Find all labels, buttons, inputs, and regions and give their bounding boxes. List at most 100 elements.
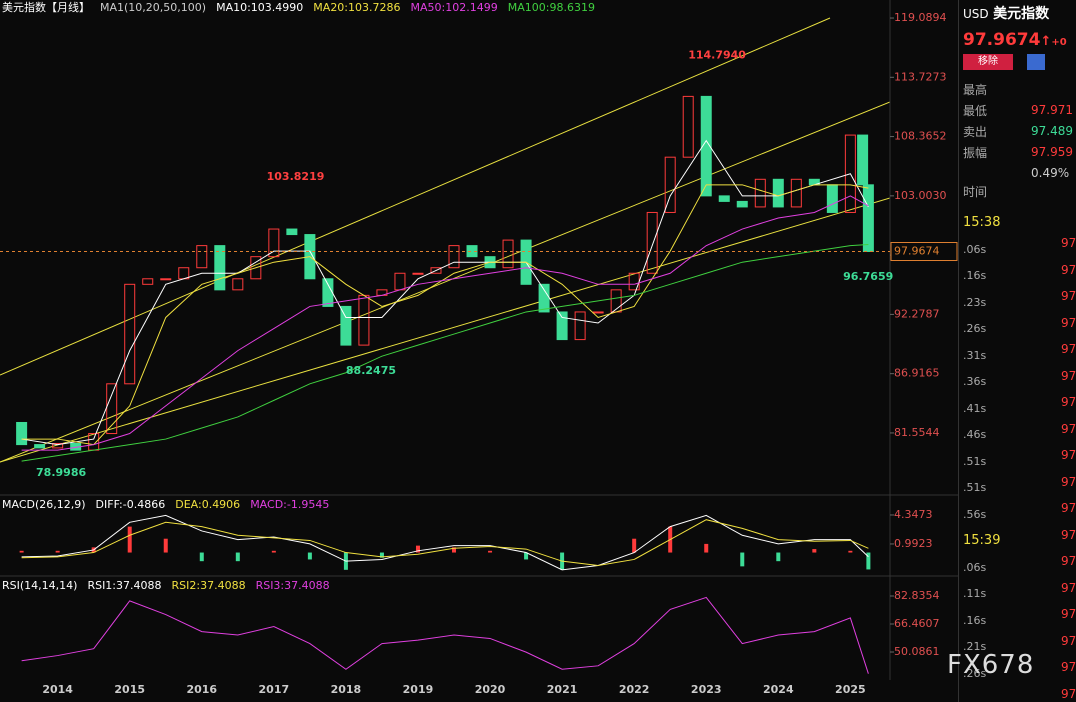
- candle: [322, 278, 334, 307]
- trade-row: .11s 97: [963, 583, 1076, 621]
- chart: 119.0894113.7273108.3652103.003097.64099…: [0, 0, 958, 696]
- trade-time: .41s: [963, 401, 987, 415]
- macd-bar: [488, 550, 493, 553]
- candle: [34, 444, 46, 449]
- ma-line: [21, 139, 869, 446]
- trade-time: .21s: [963, 640, 987, 653]
- candle: [502, 239, 514, 269]
- x-tick-label: 2023: [691, 683, 722, 696]
- candle: [52, 442, 64, 449]
- legend-item: MA20:103.7286: [313, 1, 400, 14]
- y-tick-label: 108.3652: [894, 130, 947, 143]
- macd-bar: [163, 538, 168, 553]
- change: +0: [1051, 37, 1067, 48]
- trade-row: .06s 97: [963, 557, 1076, 595]
- trade-price: 97: [1061, 633, 1076, 648]
- y-tick-label: 82.8354: [894, 589, 940, 602]
- macd-bar: [199, 552, 204, 562]
- quote-panel: USD 美元指数 97.9674↑+0 移除 最高 97.971 最低 97.489 卖…: [947, 0, 1076, 702]
- x-tick-label: 2015: [114, 683, 145, 696]
- candle: [857, 134, 869, 186]
- alert-button[interactable]: [1027, 54, 1045, 70]
- candle: [538, 283, 550, 313]
- stat-label: 振幅: [963, 146, 988, 160]
- trade-row: .51s 97: [963, 451, 1076, 489]
- trade-price: 97: [1061, 262, 1076, 277]
- legend-item: DIFF:-0.4866: [96, 498, 166, 511]
- y-tick-label: 66.4607: [894, 617, 940, 630]
- trade-price: 97: [1061, 315, 1076, 330]
- x-tick-label: 2025: [835, 683, 866, 696]
- macd-bar: [866, 552, 871, 570]
- trade-row: .16s 97: [963, 610, 1076, 648]
- y-tick-label: 0.9923: [894, 537, 933, 550]
- x-tick-label: 2024: [763, 683, 794, 696]
- trade-time: .51s: [963, 481, 987, 494]
- quote-header: USD 美元指数: [963, 4, 1076, 24]
- candle: [142, 278, 154, 285]
- trade-price: 97: [1061, 448, 1076, 462]
- candle: [286, 228, 298, 236]
- trade-time: .16s: [963, 269, 987, 282]
- macd-bar: [776, 552, 781, 562]
- trade-price: 97: [1061, 342, 1076, 356]
- y-tick-label: 86.9165: [894, 367, 940, 380]
- legend-item: RSI3:37.4088: [256, 579, 330, 592]
- y-tick-label: 92.2787: [894, 307, 940, 320]
- candle: [556, 311, 568, 341]
- trade-row: .16s 97: [963, 265, 1076, 303]
- trade-row: .46s 97: [963, 424, 1076, 462]
- stat-value: 97.489: [1031, 124, 1073, 138]
- trade-time: .51s: [963, 454, 987, 468]
- candle: [214, 245, 226, 291]
- trade-price: 97: [1061, 554, 1076, 568]
- legend-item: MACD(26,12,9): [2, 498, 86, 511]
- macd-bar: [55, 550, 60, 553]
- candle: [826, 184, 838, 213]
- macd-bar: [452, 547, 457, 553]
- candle: [16, 421, 28, 446]
- legend-item: MA1(10,20,50,100): [100, 1, 206, 14]
- button-label: 移除: [978, 56, 998, 67]
- stat-label: 最高: [963, 83, 988, 97]
- trade-time: 15:38: [963, 215, 1001, 230]
- ma-line: [21, 195, 869, 451]
- candle: [178, 267, 190, 280]
- macd-bar: [632, 538, 637, 553]
- candle: [196, 245, 208, 269]
- candle: [700, 95, 712, 197]
- x-tick-label: 2021: [547, 683, 578, 696]
- trade-price: 97: [1061, 660, 1076, 674]
- legend-item: MACD:-1.9545: [250, 498, 329, 511]
- legend-item: MA100:98.6319: [508, 1, 595, 14]
- candle: [592, 311, 604, 314]
- x-tick-label: 2017: [259, 683, 290, 696]
- trade-row: 15:39 97: [963, 530, 1076, 568]
- macd-bar: [379, 552, 384, 558]
- candle: [646, 211, 658, 274]
- trade-price: 97: [1061, 474, 1076, 489]
- macd-bar: [848, 550, 853, 553]
- price-row: 97.9674↑+0: [963, 30, 1076, 50]
- trade-price: 97: [1061, 395, 1076, 409]
- trade-price: 97: [1061, 289, 1076, 303]
- candle: [664, 156, 676, 213]
- trade-time: .46s: [963, 428, 987, 441]
- candle: [106, 383, 118, 435]
- x-tick-label: 2014: [42, 683, 73, 696]
- annotation: 103.8219: [267, 170, 325, 183]
- legend-item: RSI1:37.4088: [87, 579, 161, 592]
- channel-line: [0, 17, 831, 376]
- legend-item: MA50:102.1499: [411, 1, 498, 14]
- trade-row: .56s 97: [963, 504, 1076, 542]
- remove-button[interactable]: 移除: [963, 54, 1013, 70]
- candle: [862, 184, 874, 253]
- candle: [466, 245, 478, 258]
- trade-time: .36s: [963, 375, 987, 388]
- watermark: FX678: [947, 650, 1035, 680]
- last-price-box: [890, 242, 958, 262]
- trade-row: .06s 97: [963, 239, 1076, 277]
- candle: [448, 245, 460, 269]
- candle: [772, 178, 784, 208]
